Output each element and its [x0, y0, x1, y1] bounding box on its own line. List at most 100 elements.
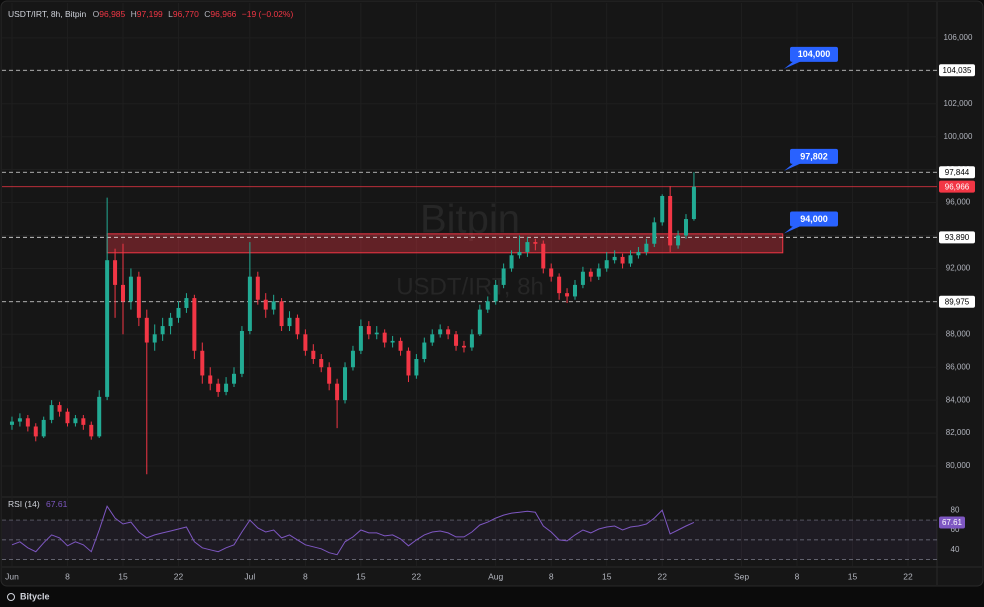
candle-body	[224, 383, 229, 392]
candle-body	[160, 326, 165, 335]
level-badge	[939, 295, 975, 308]
candle-body	[461, 345, 466, 348]
x-tick-label: 22	[412, 571, 422, 581]
ohlc-value: 96,985	[99, 9, 125, 19]
x-tick-label: Aug	[488, 571, 503, 581]
callout-pointer	[784, 60, 802, 69]
candle-body	[533, 242, 538, 244]
candle-body	[335, 383, 340, 401]
candle-body	[446, 329, 451, 335]
callout-box	[790, 211, 838, 227]
candle-body	[311, 350, 316, 359]
x-tick-label: 8	[795, 571, 800, 581]
x-tick-label: 15	[848, 571, 858, 581]
panel	[0, 0, 984, 587]
candle-body	[319, 358, 324, 368]
level-badge	[939, 231, 975, 244]
candle-body	[430, 334, 435, 343]
x-tick-label: 22	[903, 571, 913, 581]
candle-body	[588, 271, 593, 277]
candle-body	[208, 375, 213, 384]
candle-body	[97, 396, 102, 437]
candle-body	[517, 251, 522, 256]
level-label: 96,966	[945, 182, 970, 191]
level-label: 89,975	[945, 297, 970, 306]
x-tick-label: 15	[118, 571, 128, 581]
change: −19 (−0.02%)	[242, 9, 294, 19]
candle-body	[691, 186, 696, 220]
candle-body	[57, 405, 62, 412]
footer-icon	[7, 593, 15, 601]
callout-box	[790, 148, 838, 164]
candle-body	[565, 293, 570, 297]
y-tick-label: 88,000	[946, 329, 971, 338]
candle-body	[303, 334, 308, 351]
candle-body	[572, 284, 577, 297]
candle-body	[652, 222, 657, 244]
candle-body	[200, 350, 205, 376]
callout-label: 104,000	[798, 49, 831, 59]
candle-body	[366, 326, 371, 335]
callout-box	[790, 46, 838, 62]
x-tick-label: 22	[174, 571, 184, 581]
candle-body	[9, 421, 14, 425]
y-tick-label: 92,000	[946, 264, 971, 273]
candle-body	[271, 301, 276, 310]
level-label: 97,844	[945, 168, 970, 177]
level-badge	[939, 166, 975, 179]
candle-body	[295, 317, 300, 335]
candle-body	[136, 276, 141, 318]
candle-body	[105, 260, 110, 397]
callout-label: 97,802	[800, 151, 828, 161]
candle-body	[176, 307, 181, 318]
ohlc-key: H	[131, 9, 137, 19]
rsi-line	[11, 505, 695, 556]
y-tick-label: 100,000	[944, 132, 973, 141]
level-label: 104,035	[943, 66, 972, 75]
y-tick-label: 106,000	[944, 33, 973, 42]
rsi-badge	[939, 516, 965, 529]
candle-body	[216, 383, 221, 392]
watermark-subtitle: USDT/IRT, 8h	[396, 273, 544, 300]
candle-body	[668, 195, 673, 246]
ohlc-value: 96,770	[173, 9, 199, 19]
candle-body	[549, 268, 554, 277]
candle-body	[485, 301, 490, 310]
candle-body	[263, 299, 268, 310]
callout-pointer	[784, 162, 802, 171]
candle-body	[144, 317, 149, 343]
callout-pointer	[784, 225, 802, 234]
candle-body	[128, 276, 133, 302]
x-tick-label: 15	[356, 571, 366, 581]
grid	[2, 3, 937, 566]
candle-body	[406, 350, 411, 376]
candle-body	[184, 298, 189, 308]
rsi-tick-label: 40	[951, 545, 960, 554]
candle-body	[327, 367, 332, 384]
candle-body	[660, 195, 665, 223]
ohlc-value: 97,199	[137, 9, 163, 19]
candle-body	[477, 309, 482, 335]
candle-body	[612, 256, 617, 261]
y-tick-label: 96,000	[946, 198, 971, 207]
candle-body	[580, 271, 585, 285]
candle-body	[25, 418, 30, 427]
y-tick-label: 84,000	[946, 395, 971, 404]
candle-body	[287, 317, 292, 327]
candle-body	[525, 242, 530, 252]
candle-body	[604, 260, 609, 269]
footer-brand: Bitycle	[20, 591, 50, 601]
candle-body	[414, 358, 419, 376]
candle-body	[350, 350, 355, 368]
candle-body	[382, 332, 387, 343]
x-tick-label: 8	[549, 571, 554, 581]
callout-label: 94,000	[800, 214, 828, 224]
candle-body	[73, 418, 78, 424]
candle-body	[438, 329, 443, 335]
candle-body	[168, 317, 173, 327]
x-tick-label: Sep	[734, 571, 749, 581]
candle-body	[493, 284, 498, 302]
rsi-badge-label: 67.61	[942, 518, 963, 527]
candle-body	[81, 418, 86, 425]
